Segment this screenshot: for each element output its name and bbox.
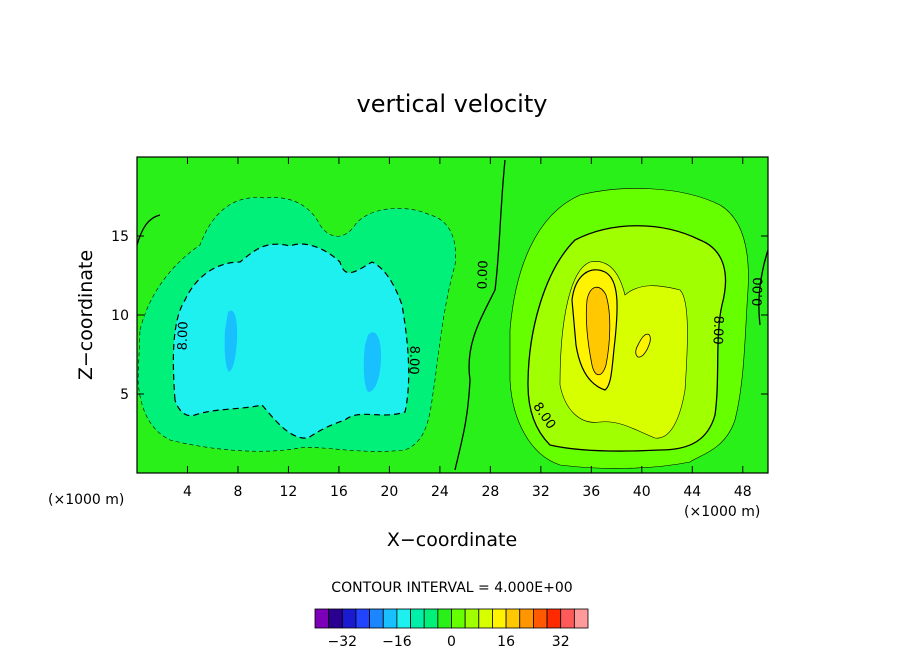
y-axis-label: Z−coordinate [75, 250, 97, 380]
colorbar-tick-label: 0 [447, 634, 456, 650]
colorbar-swatch [410, 608, 425, 629]
x-tick-label: 20 [380, 484, 398, 500]
colorbar-swatch [396, 608, 411, 629]
x-tick-label: 4 [183, 484, 192, 500]
x-axis-label: X−coordinate [387, 529, 517, 551]
colorbar-swatch [519, 608, 534, 629]
contour-label-zero-right: 0.00 [751, 277, 767, 306]
contour-label-minus8-left: 8.00 [176, 321, 192, 350]
colorbar-swatch [478, 608, 493, 629]
colorbar-swatch [451, 608, 466, 629]
colorbar-swatch [341, 608, 357, 629]
colorbar-swatch [533, 608, 548, 629]
x-tick-label: 36 [582, 484, 600, 500]
contour-interval-note: CONTOUR INTERVAL = 4.000E+00 [331, 580, 572, 596]
colorbar-swatch [382, 608, 398, 629]
contour-label-plus8-right: 8.00 [709, 315, 725, 344]
colorbar-swatch [423, 608, 439, 629]
contour-label-zero-mid: 0.00 [476, 260, 492, 289]
zero-contour-line [454, 159, 506, 471]
colorbar-swatch [546, 608, 562, 629]
y-axis-ticks: 5 10 15 [111, 229, 768, 403]
contour-region-minus8 [172, 243, 410, 439]
colorbar-swatch [328, 608, 343, 629]
colorbar-tick-label: −32 [328, 634, 358, 650]
colorbar-swatch [314, 608, 330, 629]
x-tick-label: 28 [481, 484, 499, 500]
contour-region-minus12-b [363, 332, 382, 392]
colorbar-labels: −32 −16 0 16 32 [328, 634, 570, 650]
colorbar-tick-label: −16 [382, 634, 412, 650]
y-tick-label: 5 [120, 387, 129, 403]
contour-region-plus20 [585, 286, 611, 376]
x-unit-right: (×1000 m) [684, 504, 760, 520]
x-unit-left: (×1000 m) [48, 492, 124, 508]
colorbar [314, 608, 589, 629]
x-axis-ticks: 4 8 12 16 20 24 28 32 36 40 44 48 [183, 157, 752, 500]
colorbar-tick-label: 16 [497, 634, 515, 650]
x-tick-label: 40 [633, 484, 651, 500]
colorbar-swatch [492, 608, 507, 629]
colorbar-swatch [573, 608, 589, 629]
contour-region-minus12-a [224, 310, 238, 372]
x-tick-label: 44 [683, 484, 701, 500]
zero-contour-left [137, 214, 161, 246]
x-tick-label: 24 [431, 484, 449, 500]
plot-area: 8.00 0.00 8.00 8.00 0.00 8.00 [137, 157, 768, 473]
colorbar-swatch [464, 608, 480, 629]
colorbar-swatch [437, 608, 452, 629]
colorbar-tick-label: 32 [552, 634, 570, 650]
x-tick-label: 12 [280, 484, 298, 500]
chart-title: vertical velocity [357, 90, 548, 118]
y-tick-label: 10 [111, 308, 129, 324]
x-tick-label: 16 [330, 484, 348, 500]
y-tick-label: 15 [111, 229, 129, 245]
colorbar-swatch [369, 608, 384, 629]
x-tick-label: 8 [233, 484, 242, 500]
zero-contour-right [758, 249, 768, 326]
x-tick-label: 48 [734, 484, 752, 500]
colorbar-swatch [560, 608, 575, 629]
contour-region-plus20-b [635, 333, 651, 358]
x-tick-label: 32 [532, 484, 550, 500]
contour-label-minus8-mid: 8.00 [405, 345, 421, 374]
colorbar-swatch [355, 608, 371, 629]
colorbar-swatch [505, 608, 521, 629]
